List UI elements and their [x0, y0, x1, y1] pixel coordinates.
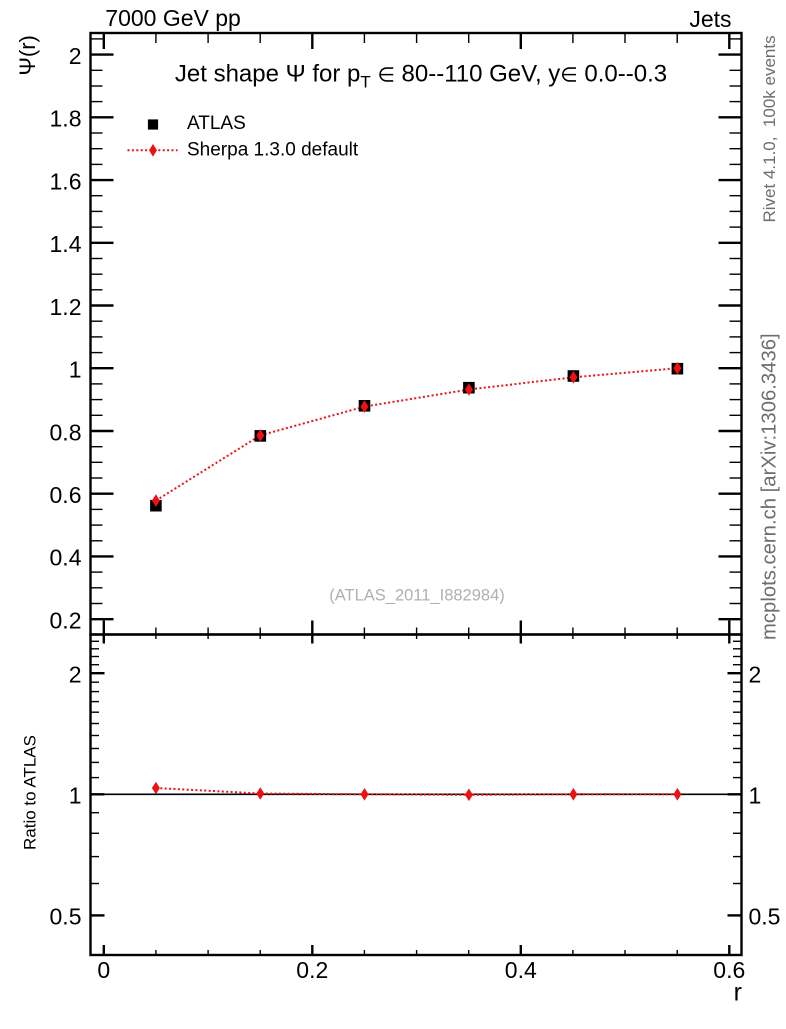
svg-text:2: 2 [69, 43, 82, 69]
svg-text:1: 1 [69, 357, 82, 383]
svg-text:ATLAS: ATLAS [187, 113, 246, 134]
svg-text:0.6: 0.6 [50, 482, 82, 508]
svg-text:1.6: 1.6 [50, 168, 82, 194]
svg-text:0.5: 0.5 [749, 904, 781, 930]
svg-text:0.2: 0.2 [296, 957, 328, 983]
svg-text:7000 GeV pp: 7000 GeV pp [105, 5, 241, 31]
svg-text:0.6: 0.6 [713, 957, 745, 983]
svg-text:Ratio to ATLAS: Ratio to ATLAS [21, 735, 40, 850]
svg-text:Rivet 4.1.0, 100k events: Rivet 4.1.0, 100k events [760, 35, 779, 222]
svg-text:0.4: 0.4 [505, 957, 537, 983]
svg-text:1: 1 [69, 783, 82, 809]
svg-text:0.5: 0.5 [50, 904, 82, 930]
svg-text:0.4: 0.4 [50, 545, 82, 571]
svg-text:1.8: 1.8 [50, 106, 82, 132]
svg-text:Jets: Jets [689, 6, 731, 32]
svg-text:1.4: 1.4 [50, 231, 82, 257]
svg-text:Jet shape Ψ for pT ∈ 80--110 G: Jet shape Ψ for pT ∈ 80--110 GeV, y∈ 0.0… [175, 61, 667, 92]
svg-text:0.2: 0.2 [50, 608, 82, 634]
svg-text:2: 2 [69, 662, 82, 688]
svg-text:2: 2 [749, 662, 762, 688]
svg-text:Sherpa 1.3.0 default: Sherpa 1.3.0 default [187, 140, 359, 161]
svg-text:1: 1 [749, 783, 762, 809]
svg-text:0.8: 0.8 [50, 419, 82, 445]
svg-text:1.2: 1.2 [50, 294, 82, 320]
svg-text:r: r [734, 979, 742, 1007]
svg-text:(ATLAS_2011_I882984): (ATLAS_2011_I882984) [329, 587, 505, 605]
svg-text:mcplots.cern.ch [arXiv:1306.34: mcplots.cern.ch [arXiv:1306.3436] [759, 333, 781, 640]
svg-text:0: 0 [97, 957, 110, 983]
svg-text:Ψ(r): Ψ(r) [15, 35, 40, 75]
